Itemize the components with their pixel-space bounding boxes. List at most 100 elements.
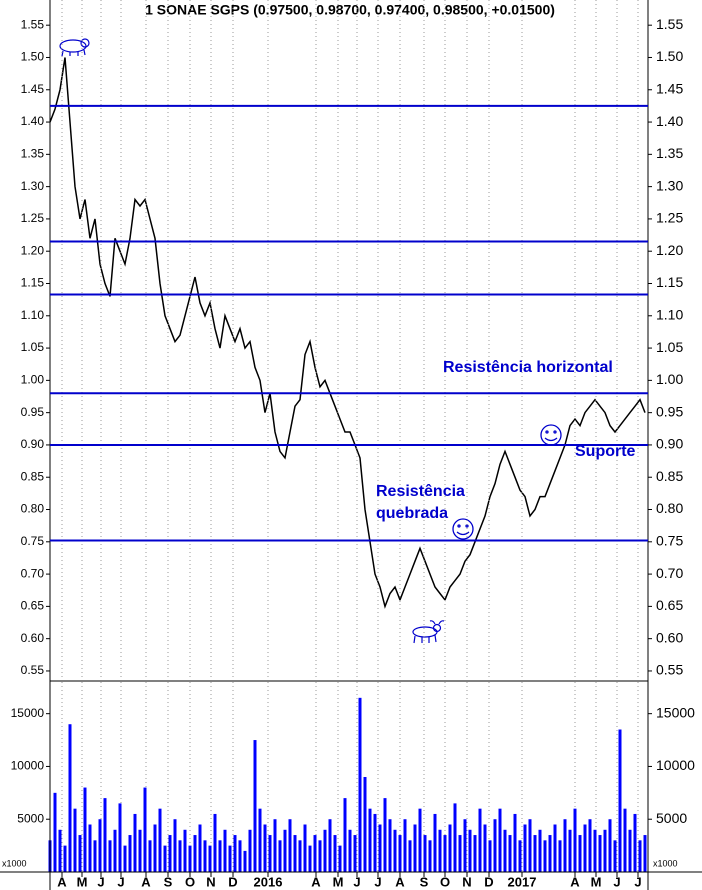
x-tick-label: J bbox=[374, 874, 381, 889]
volume-bar bbox=[448, 824, 452, 872]
volume-bar bbox=[273, 819, 277, 872]
volume-bar bbox=[373, 813, 377, 872]
volume-bar bbox=[153, 824, 157, 872]
volume-bar bbox=[298, 840, 302, 872]
y-tick-label: 1.05 bbox=[656, 339, 683, 355]
y-tick-label: 0.75 bbox=[21, 534, 45, 548]
y-tick-label: 0.85 bbox=[656, 468, 683, 484]
y-tick-label: 0.80 bbox=[656, 500, 683, 516]
volume-bar bbox=[233, 835, 237, 872]
price-line bbox=[49, 57, 646, 609]
volume-bar bbox=[263, 824, 267, 872]
x-tick-label: M bbox=[333, 874, 344, 889]
volume-bar bbox=[218, 840, 222, 872]
x-tick-label: J bbox=[97, 874, 104, 889]
y-tick-label: 1.20 bbox=[656, 242, 683, 258]
volume-bar bbox=[313, 835, 317, 872]
volume-bar bbox=[63, 845, 67, 872]
volume-bar bbox=[598, 835, 602, 872]
x-tick-label: O bbox=[440, 874, 450, 889]
volume-bar bbox=[608, 819, 612, 872]
volume-bar bbox=[328, 819, 332, 872]
y-tick-label: 1.20 bbox=[21, 243, 45, 257]
y-tick-label: 0.80 bbox=[21, 502, 45, 516]
x-tick-label: J bbox=[117, 874, 124, 889]
x-tick-label: A bbox=[395, 874, 405, 889]
y-tick-label: 0.70 bbox=[21, 566, 45, 580]
y-tick-label: 0.90 bbox=[21, 437, 45, 451]
volume-bar bbox=[593, 829, 597, 872]
volume-bar bbox=[283, 829, 287, 872]
volume-bar bbox=[143, 787, 147, 872]
volume-bar bbox=[478, 808, 482, 872]
y-tick-label: 10000 bbox=[656, 757, 695, 773]
volume-bar bbox=[123, 845, 127, 872]
volume-bar bbox=[543, 840, 547, 872]
y-tick-label: 0.90 bbox=[656, 436, 683, 452]
volume-bar bbox=[408, 840, 412, 872]
volume-bar bbox=[363, 777, 367, 872]
y-tick-label: 1.00 bbox=[656, 371, 683, 387]
volume-bar bbox=[343, 798, 347, 872]
volume-bar bbox=[403, 819, 407, 872]
volume-bar bbox=[468, 829, 472, 872]
y-tick-label: 15000 bbox=[11, 706, 45, 720]
y-tick-label: 1.00 bbox=[21, 373, 45, 387]
volume-bar bbox=[548, 835, 552, 872]
x-tick-label: J bbox=[634, 874, 641, 889]
y-tick-label: 0.95 bbox=[21, 405, 45, 419]
volume-bar bbox=[53, 792, 57, 872]
volume-bar bbox=[238, 840, 242, 872]
volume-bar bbox=[203, 840, 207, 872]
volume-bar bbox=[483, 824, 487, 872]
volume-bar bbox=[278, 840, 282, 872]
x-tick-label: N bbox=[206, 874, 215, 889]
volume-bar bbox=[493, 819, 497, 872]
volume-bar bbox=[388, 819, 392, 872]
volume-bar bbox=[78, 835, 82, 872]
x-tick-label: D bbox=[484, 874, 493, 889]
volume-bar bbox=[413, 824, 417, 872]
volume-bar bbox=[113, 829, 117, 872]
y-tick-label: 1.30 bbox=[656, 177, 683, 193]
x-tick-label: M bbox=[591, 874, 602, 889]
y-tick-label: 1.30 bbox=[21, 179, 45, 193]
volume-bar bbox=[513, 813, 517, 872]
volume-bar bbox=[138, 829, 142, 872]
volume-bar bbox=[258, 808, 262, 872]
volume-bar bbox=[223, 829, 227, 872]
volume-bar bbox=[428, 840, 432, 872]
volume-bar bbox=[338, 845, 342, 872]
y-tick-label: 1.55 bbox=[21, 17, 45, 31]
y-tick-label: 5000 bbox=[17, 811, 44, 825]
y-tick-label: 1.40 bbox=[21, 114, 45, 128]
volume-bar bbox=[333, 835, 337, 872]
volume-bar bbox=[68, 724, 72, 872]
annotation: Resistência horizontal bbox=[443, 359, 613, 376]
y-tick-label: 0.70 bbox=[656, 565, 683, 581]
x-tick-label: M bbox=[77, 874, 88, 889]
y-tick-label: 1.25 bbox=[656, 210, 683, 226]
volume-bar bbox=[88, 824, 92, 872]
volume-bar bbox=[453, 803, 457, 872]
y-tick-label: 0.65 bbox=[21, 599, 45, 613]
volume-bar bbox=[418, 808, 422, 872]
y-tick-label: 1.05 bbox=[21, 340, 45, 354]
volume-bar bbox=[538, 829, 542, 872]
y-tick-label: 1.10 bbox=[656, 306, 683, 322]
volume-bar bbox=[188, 845, 192, 872]
unit-label: x1000 bbox=[2, 858, 27, 868]
volume-bar bbox=[623, 808, 627, 872]
y-tick-label: 5000 bbox=[656, 810, 687, 826]
volume-bar bbox=[128, 835, 132, 872]
x-tick-label: A bbox=[57, 874, 67, 889]
volume-bar bbox=[323, 829, 327, 872]
y-tick-label: 1.35 bbox=[21, 147, 45, 161]
volume-bar bbox=[288, 819, 292, 872]
x-tick-label: J bbox=[613, 874, 620, 889]
x-tick-label: N bbox=[462, 874, 471, 889]
volume-bar bbox=[243, 850, 247, 872]
volume-bar bbox=[398, 835, 402, 872]
y-tick-label: 0.55 bbox=[21, 663, 45, 677]
